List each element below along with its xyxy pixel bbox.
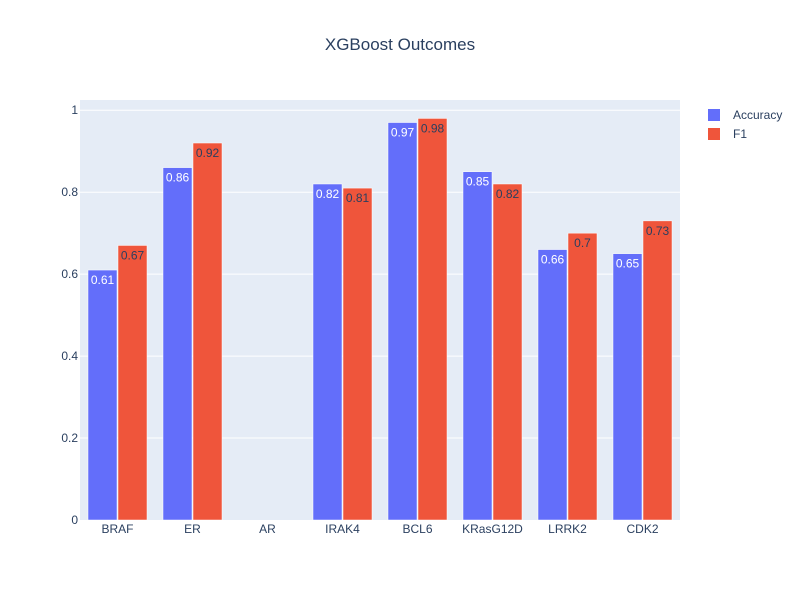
x-tick-label: CDK2 bbox=[626, 522, 658, 536]
bar-f1-cdk2 bbox=[642, 220, 673, 521]
legend: Accuracy F1 bbox=[708, 108, 782, 141]
data-label: 0.97 bbox=[391, 126, 415, 140]
data-label: 0.81 bbox=[346, 191, 370, 205]
bar-labels: 0.61 0.67 0.86 0.92 0.82 0.81 0.97 0.98 0.85 0.82… bbox=[91, 121, 670, 287]
data-label: 0.65 bbox=[616, 257, 640, 271]
bar-accuracy-krasg12d bbox=[462, 171, 493, 521]
x-tick-label: ER bbox=[184, 522, 201, 536]
data-label: 0.86 bbox=[166, 171, 190, 185]
data-label: 0.85 bbox=[466, 175, 490, 189]
bar-accuracy-er bbox=[162, 167, 193, 521]
x-tick-label: KRasG12D bbox=[462, 522, 523, 536]
x-tick-label: BCL6 bbox=[402, 522, 432, 536]
bars bbox=[87, 118, 673, 521]
bar-f1-lrrk2 bbox=[567, 232, 598, 521]
y-tick-label: 1 bbox=[71, 103, 78, 117]
y-tick-label: 0 bbox=[71, 513, 78, 527]
x-tick-label: BRAF bbox=[101, 522, 133, 536]
x-tick-label: IRAK4 bbox=[325, 522, 360, 536]
y-axis: 0 0.2 0.4 0.6 0.8 1 bbox=[61, 103, 78, 527]
bar-f1-braf bbox=[117, 245, 148, 521]
bar-f1-er bbox=[192, 142, 223, 521]
x-tick-label: LRRK2 bbox=[548, 522, 587, 536]
data-label: 0.82 bbox=[316, 187, 340, 201]
data-label: 0.66 bbox=[541, 253, 565, 267]
bar-accuracy-braf bbox=[87, 269, 118, 521]
data-label: 0.92 bbox=[196, 146, 220, 160]
legend-label: Accuracy bbox=[733, 108, 782, 122]
bar-accuracy-lrrk2 bbox=[537, 249, 568, 521]
data-label: 0.73 bbox=[646, 224, 670, 238]
y-tick-label: 0.2 bbox=[61, 431, 78, 445]
y-tick-label: 0.4 bbox=[61, 349, 78, 363]
legend-swatch bbox=[708, 128, 720, 140]
data-label: 0.61 bbox=[91, 273, 115, 287]
data-label: 0.82 bbox=[496, 187, 520, 201]
bar-f1-krasg12d bbox=[492, 183, 523, 521]
bar-accuracy-irak4 bbox=[312, 183, 343, 521]
legend-swatch bbox=[708, 109, 720, 121]
y-tick-label: 0.8 bbox=[61, 185, 78, 199]
bar-f1-irak4 bbox=[342, 187, 373, 521]
bar-accuracy-bcl6 bbox=[387, 122, 418, 521]
chart-title: XGBoost Outcomes bbox=[325, 35, 475, 54]
data-label: 0.67 bbox=[121, 248, 145, 262]
y-tick-label: 0.6 bbox=[61, 267, 78, 281]
x-tick-label: AR bbox=[259, 522, 276, 536]
data-label: 0.7 bbox=[574, 236, 591, 250]
data-label: 0.98 bbox=[421, 121, 445, 135]
x-axis: BRAF ER AR IRAK4 BCL6 KRasG12D LRRK2 CDK2 bbox=[101, 522, 658, 536]
bar-f1-bcl6 bbox=[417, 118, 448, 521]
bar-accuracy-cdk2 bbox=[612, 253, 643, 521]
legend-label: F1 bbox=[733, 127, 747, 141]
